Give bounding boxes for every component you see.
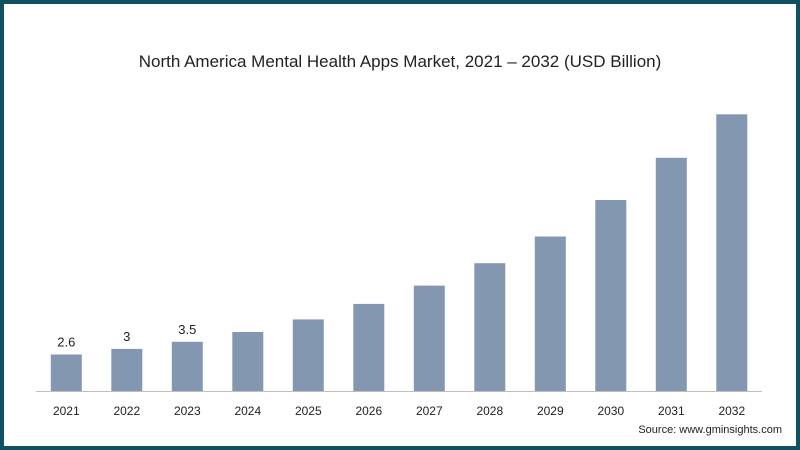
x-tick-label: 2022 [113,404,140,418]
x-tick-label: 2030 [597,404,624,418]
bar-2026 [353,303,385,391]
bar-2029 [534,236,566,391]
source-note: Source: www.gminsights.com [638,424,782,436]
x-tick-label: 2027 [416,404,443,418]
x-tick-label: 2024 [234,404,261,418]
bar-2024 [232,332,264,391]
x-tick-label: 2023 [174,404,201,418]
bar-2030 [595,200,627,391]
bar-2028 [474,263,506,391]
bar-chart: 2021 2.6 2022 3 2023 3.5 2024 2025 2026 2027 2028 2… [36,114,762,418]
bar-2031 [655,157,687,391]
x-tick-label: 2029 [537,404,564,418]
bar-2021 [50,354,82,391]
chart-title: North America Mental Health Apps Market,… [138,52,662,71]
x-tick-label: 2031 [658,404,685,418]
bar-2032 [716,114,748,392]
x-tick-label: 2021 [53,404,80,418]
bar-2025 [292,319,324,391]
bar-2022 [111,348,143,391]
x-tick-label: 2028 [476,404,503,418]
data-label: 3 [123,329,130,344]
data-label: 3.5 [178,322,196,337]
bar-2027 [413,285,445,391]
x-tick-label: 2025 [295,404,322,418]
x-tick-label: 2026 [355,404,382,418]
data-label: 2.6 [57,335,75,350]
bar-2023 [171,341,203,391]
x-tick-label: 2032 [718,404,745,418]
